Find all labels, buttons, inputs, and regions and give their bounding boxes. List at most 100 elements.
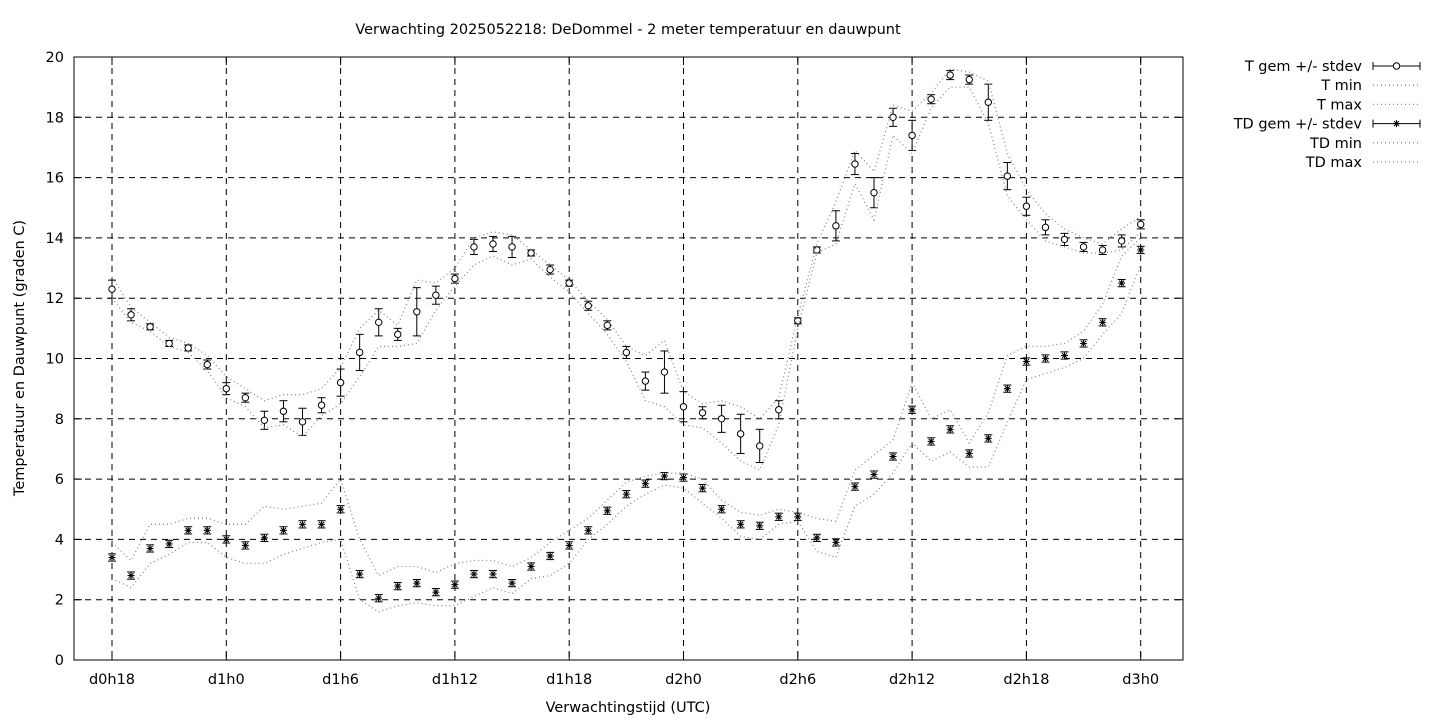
data-point [146,323,154,331]
data-point [375,318,383,327]
legend-swatch-marker [1392,62,1401,70]
data-point [660,472,668,480]
data-point [413,579,421,587]
y-tick-label: 2 [55,593,64,609]
plot-series [108,68,1145,613]
data-point [889,452,897,460]
data-point [241,541,249,549]
x-tick-label: d0h18 [89,672,135,688]
data-point-stroke [185,527,192,534]
y-tick-label: 16 [46,171,64,187]
x-tick-label: d2h6 [779,672,816,688]
y-tick-label: 10 [46,352,64,368]
series-2 [111,68,1142,420]
data-point [1117,237,1126,245]
data-point [470,243,478,251]
data-point [984,98,992,106]
data-point-stroke [890,453,896,460]
data-point-stroke [1080,340,1087,347]
data-point [546,552,554,560]
data-point [127,572,135,580]
data-point [584,526,592,534]
legend-label: T min [1320,78,1362,94]
data-point [851,160,859,168]
x-tick-label: d2h18 [1003,672,1049,688]
y-tick-label: 14 [46,231,64,247]
data-point [318,520,326,528]
data-point-stroke [490,571,496,577]
y-tick-label: 4 [55,532,64,548]
data-point [717,415,726,423]
data-point [127,311,135,319]
series-line [111,264,1142,613]
data-point-stroke [928,438,935,445]
data-point-stroke [1118,280,1125,286]
data-point [1137,246,1145,254]
grid [74,57,1183,660]
series-3 [108,245,1145,603]
data-point-stroke [947,426,954,433]
data-point [965,75,973,84]
data-point [413,308,421,316]
legend-marker-stroke [1393,120,1400,127]
data-point-stroke [223,536,230,543]
data-point [946,71,954,79]
data-point [756,522,764,530]
data-point-stroke [661,473,668,479]
data-point [965,449,973,457]
data-point [279,526,287,534]
data-point [718,505,726,513]
series-4 [111,264,1142,613]
data-point [222,384,231,393]
y-axis-label: Temperatuur en Dauwpunt (graden C) [12,220,28,497]
data-point [432,291,440,299]
data-point-stroke [471,571,477,577]
data-point [622,490,630,498]
x-tick-label: d1h18 [546,672,592,688]
y-tick-label: 6 [55,472,64,488]
x-tick-label: d3h0 [1122,672,1159,688]
data-point [508,243,516,251]
data-point-stroke [1099,319,1106,326]
data-point [298,418,307,426]
data-point [775,406,783,414]
data-point [299,520,306,528]
data-point [565,279,573,287]
data-point [1022,202,1031,210]
data-point [355,348,364,357]
data-point [356,570,364,578]
legend-swatch-marker [1393,120,1400,128]
data-point-stroke [394,583,401,589]
data-point [699,484,707,492]
data-point-stroke [528,563,534,570]
x-tick-label: d2h12 [889,672,935,688]
data-point-stroke [775,513,782,520]
data-point-stroke [547,553,554,559]
data-point [1137,220,1145,229]
y-tick-label: 18 [46,110,64,126]
data-point [622,348,631,357]
data-point-stroke [413,580,420,586]
series-line [111,86,1142,471]
data-point-stroke [794,513,801,520]
data-point [737,520,745,528]
data-point [489,240,497,248]
y-tick-label: 0 [55,653,64,669]
data-point [870,471,878,479]
data-point [736,430,745,438]
data-point-stroke [242,542,249,549]
data-point-stroke [337,506,344,513]
data-point [394,330,402,339]
data-point-stroke [737,521,744,528]
series-line [111,237,1142,577]
data-point-stroke [452,581,458,588]
data-point [432,588,440,596]
data-point-stroke [756,522,763,529]
data-point [222,535,230,543]
data-point [527,249,535,257]
data-point-stroke [1023,358,1030,365]
data-point [1098,246,1107,254]
data-point-stroke [642,480,649,487]
data-point [451,581,459,589]
legend-swatch [1372,62,1421,70]
